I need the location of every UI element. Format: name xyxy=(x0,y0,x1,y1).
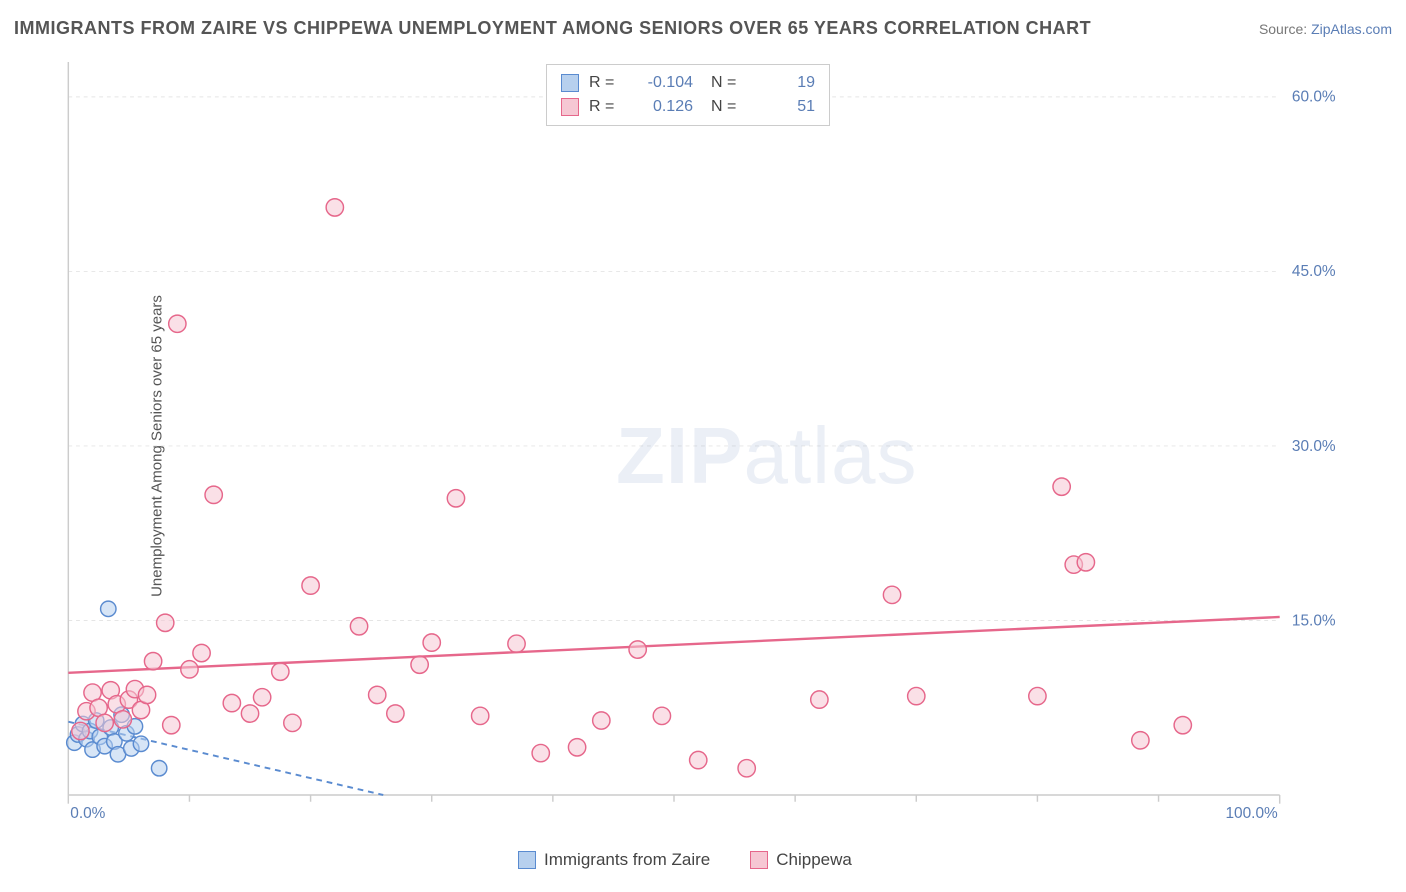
data-point-chippewa xyxy=(1174,717,1191,734)
series-legend: Immigrants from Zaire Chippewa xyxy=(518,850,852,870)
correlation-legend: R = -0.104 N = 19 R = 0.126 N = 51 xyxy=(546,64,830,126)
data-point-chippewa xyxy=(253,689,270,706)
x-tick-label: 0.0% xyxy=(70,805,105,822)
data-point-chippewa xyxy=(883,586,900,603)
data-point-chippewa xyxy=(223,694,240,711)
source-credit: Source: ZipAtlas.com xyxy=(1259,21,1392,37)
legend-r-label: R = xyxy=(589,74,623,92)
legend-n-value: 19 xyxy=(755,74,815,92)
legend-n-value: 51 xyxy=(755,98,815,116)
data-point-chippewa xyxy=(369,686,386,703)
data-point-chippewa xyxy=(593,712,610,729)
source-link[interactable]: ZipAtlas.com xyxy=(1311,21,1392,37)
data-point-chippewa xyxy=(181,661,198,678)
legend-r-value: -0.104 xyxy=(633,74,693,92)
series-legend-label: Chippewa xyxy=(776,850,852,870)
chart-area: 0.0%100.0%15.0%30.0%45.0%60.0% ZIPatlas … xyxy=(46,62,1302,822)
data-point-chippewa xyxy=(205,486,222,503)
y-tick-label: 30.0% xyxy=(1292,438,1336,455)
data-point-chippewa xyxy=(1053,478,1070,495)
data-point-chippewa xyxy=(532,744,549,761)
data-point-zaire xyxy=(101,601,116,616)
data-point-chippewa xyxy=(326,199,343,216)
legend-n-label: N = xyxy=(711,98,745,116)
data-point-zaire xyxy=(133,736,148,751)
legend-swatch xyxy=(750,851,768,869)
legend-swatch xyxy=(561,98,579,116)
data-point-chippewa xyxy=(302,577,319,594)
data-point-chippewa xyxy=(908,687,925,704)
y-tick-label: 60.0% xyxy=(1292,89,1336,106)
legend-r-value: 0.126 xyxy=(633,98,693,116)
data-point-chippewa xyxy=(690,751,707,768)
data-point-chippewa xyxy=(1029,687,1046,704)
legend-swatch xyxy=(561,74,579,92)
y-tick-label: 15.0% xyxy=(1292,612,1336,629)
series-legend-item-zaire: Immigrants from Zaire xyxy=(518,850,710,870)
data-point-chippewa xyxy=(1132,732,1149,749)
data-point-chippewa xyxy=(169,315,186,332)
data-point-chippewa xyxy=(138,686,155,703)
data-point-chippewa xyxy=(423,634,440,651)
data-point-chippewa xyxy=(653,707,670,724)
header-bar: IMMIGRANTS FROM ZAIRE VS CHIPPEWA UNEMPL… xyxy=(14,18,1392,39)
data-point-chippewa xyxy=(350,618,367,635)
data-point-chippewa xyxy=(114,711,131,728)
data-point-chippewa xyxy=(387,705,404,722)
data-point-chippewa xyxy=(272,663,289,680)
series-legend-item-chippewa: Chippewa xyxy=(750,850,852,870)
data-point-chippewa xyxy=(508,635,525,652)
data-point-chippewa xyxy=(193,644,210,661)
data-point-chippewa xyxy=(738,760,755,777)
y-tick-label: 45.0% xyxy=(1292,263,1336,280)
data-point-chippewa xyxy=(411,656,428,673)
data-point-chippewa xyxy=(144,653,161,670)
data-point-chippewa xyxy=(241,705,258,722)
data-point-chippewa xyxy=(568,739,585,756)
data-point-chippewa xyxy=(72,722,89,739)
data-point-chippewa xyxy=(811,691,828,708)
legend-n-label: N = xyxy=(711,74,745,92)
data-point-chippewa xyxy=(157,614,174,631)
data-point-chippewa xyxy=(163,717,180,734)
data-point-chippewa xyxy=(472,707,489,724)
x-tick-label: 100.0% xyxy=(1225,805,1278,822)
data-point-chippewa xyxy=(1077,554,1094,571)
data-point-chippewa xyxy=(629,641,646,658)
trend-line-chippewa xyxy=(68,617,1279,673)
scatter-plot: 0.0%100.0%15.0%30.0%45.0%60.0% xyxy=(46,62,1302,822)
data-point-chippewa xyxy=(447,490,464,507)
legend-r-label: R = xyxy=(589,98,623,116)
legend-swatch xyxy=(518,851,536,869)
legend-row-zaire: R = -0.104 N = 19 xyxy=(561,71,815,95)
data-point-chippewa xyxy=(96,714,113,731)
data-point-chippewa xyxy=(284,714,301,731)
chart-title: IMMIGRANTS FROM ZAIRE VS CHIPPEWA UNEMPL… xyxy=(14,18,1091,39)
series-legend-label: Immigrants from Zaire xyxy=(544,850,710,870)
legend-row-chippewa: R = 0.126 N = 51 xyxy=(561,95,815,119)
data-point-zaire xyxy=(151,761,166,776)
source-label: Source: xyxy=(1259,21,1307,37)
